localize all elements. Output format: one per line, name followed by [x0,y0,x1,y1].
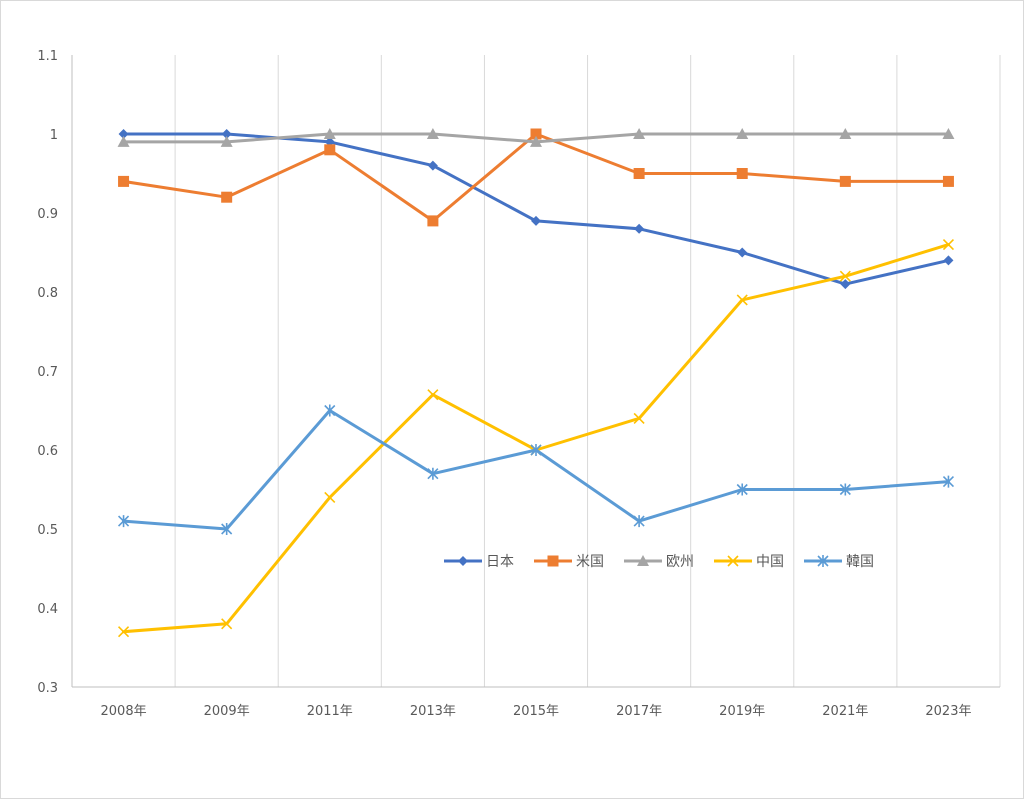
legend-label: 日本 [486,554,514,570]
legend-marker [817,555,829,567]
data-point [839,270,851,282]
data-point [840,279,851,290]
y-tick-label: 1 [50,128,58,143]
data-point [427,160,438,171]
legend-marker [727,555,739,567]
data-point [221,523,233,535]
data-point [839,483,851,496]
data-point [426,128,439,139]
x-tick-label: 2023年 [925,704,971,719]
data-point [324,491,336,503]
data-point [427,215,439,227]
data-point [633,412,645,424]
legend-marker [547,555,559,567]
y-tick-label: 0.5 [37,523,58,538]
data-point [530,135,542,147]
series-1 [118,128,954,227]
y-tick-label: 0.8 [37,286,58,301]
data-point [736,483,748,496]
x-tick-label: 2019年 [719,704,765,719]
data-point [427,467,439,480]
legend-item: 韓国 [804,554,874,570]
data-point [633,168,645,179]
data-point [633,128,646,139]
data-point [530,128,542,140]
x-tick-label: 2015年 [513,704,559,719]
series-line [122,409,950,531]
data-point [943,255,954,266]
data-point [634,223,645,234]
y-tick-label: 0.7 [37,365,58,380]
legend-item: 欧州 [624,554,694,570]
y-tick-label: 0.6 [37,444,58,459]
legend-label: 米国 [576,554,604,570]
legend-item: 米国 [534,554,604,570]
grid-layer [174,55,1001,687]
data-point [118,175,130,187]
data-point [839,128,852,139]
data-point [324,144,336,156]
data-point [117,515,130,528]
legend-label: 中国 [756,554,784,570]
series-4 [117,404,955,535]
data-point [736,128,749,139]
x-tick-label: 2021年 [822,704,868,719]
axis-layer: 0.3 0.4 0.5 0.6 0.7 0.8 0.9 1 1.1 2008年 2009年 2011年… [37,49,1000,719]
data-point [942,475,955,488]
y-tick-label: 1.1 [37,49,58,64]
legend-item: 日本 [444,554,514,570]
x-tick-label: 2011年 [307,704,353,719]
data-point [221,191,233,203]
legend-item: 中国 [714,554,784,570]
data-point [736,294,748,306]
series-line [122,132,950,223]
y-tick-label: 0.3 [37,681,58,696]
x-tick-label: 2009年 [204,704,250,719]
legend-marker [458,556,468,566]
data-point [221,129,232,139]
data-point [942,239,955,251]
x-tick-label: 2013年 [410,704,456,719]
series-0 [118,129,954,290]
x-tick-label: 2008年 [101,704,147,719]
series-layer [117,128,955,638]
y-tick-label: 0.4 [37,602,58,617]
data-point [117,135,130,147]
data-point [427,389,439,401]
data-point [530,444,542,456]
legend-label: 韓国 [846,554,874,570]
x-tick-label: 2017年 [616,704,662,719]
data-point [221,618,233,630]
data-point [737,247,748,258]
data-point [323,128,336,139]
series-3 [117,239,955,638]
series-2 [117,128,955,147]
data-point [736,168,748,179]
data-point [942,128,955,139]
data-point [118,129,129,139]
legend-label: 欧州 [666,554,694,570]
y-tick-label: 0.9 [37,207,58,222]
series-line [122,243,950,634]
data-point [531,215,541,226]
data-point [324,404,336,417]
series-line [122,132,950,286]
legend: 日本 米国 欧州 中国 韓国 [444,554,874,570]
data-point [117,626,130,638]
data-point [839,175,851,187]
legend-marker [637,555,649,566]
data-point [942,175,954,187]
data-point [220,135,233,147]
data-point [633,515,645,528]
